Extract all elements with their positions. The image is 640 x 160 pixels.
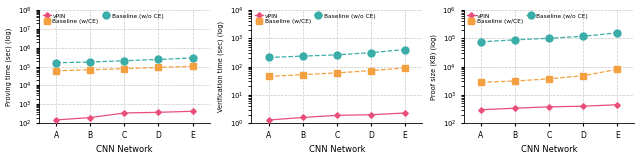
Legend: vPIN, Baseline (w/CE), Baseline (w/o CE): vPIN, Baseline (w/CE), Baseline (w/o CE)	[254, 13, 376, 25]
Baseline (w/CE)	[333, 72, 340, 74]
Y-axis label: Proof size (KB) (log): Proof size (KB) (log)	[430, 34, 437, 100]
vPIN	[545, 106, 553, 108]
vPIN	[477, 109, 484, 111]
Baseline (w/CE)	[477, 81, 484, 83]
vPIN	[401, 112, 409, 114]
Baseline (w/CE)	[401, 67, 409, 69]
Baseline (w/o CE)	[401, 49, 409, 51]
vPIN	[299, 116, 307, 118]
Baseline (w/CE)	[265, 76, 273, 77]
Line: Baseline (w/CE): Baseline (w/CE)	[54, 64, 195, 73]
vPIN	[333, 114, 340, 116]
Baseline (w/CE)	[155, 67, 163, 68]
X-axis label: CNN Network: CNN Network	[308, 145, 365, 154]
Baseline (w/CE)	[579, 75, 587, 77]
vPIN	[614, 104, 621, 106]
Baseline (w/o CE)	[86, 61, 94, 63]
Baseline (w/CE)	[86, 69, 94, 71]
Baseline (w/o CE)	[579, 35, 587, 37]
vPIN	[265, 119, 273, 121]
Baseline (w/o CE)	[155, 58, 163, 60]
Baseline (w/CE)	[511, 80, 519, 82]
Baseline (w/o CE)	[120, 60, 128, 62]
X-axis label: CNN Network: CNN Network	[521, 145, 577, 154]
Baseline (w/o CE)	[477, 41, 484, 43]
Legend: vPIN, Baseline (w/CE), Baseline (w/o CE): vPIN, Baseline (w/CE), Baseline (w/o CE)	[467, 13, 589, 25]
Line: vPIN: vPIN	[479, 103, 620, 112]
Line: Baseline (w/o CE): Baseline (w/o CE)	[52, 55, 196, 66]
vPIN	[189, 110, 196, 112]
Baseline (w/CE)	[52, 70, 60, 72]
Line: Baseline (w/CE): Baseline (w/CE)	[478, 67, 620, 85]
vPIN	[86, 117, 94, 119]
vPIN	[155, 111, 163, 113]
Baseline (w/CE)	[120, 68, 128, 70]
vPIN	[52, 119, 60, 121]
vPIN	[120, 112, 128, 114]
Line: Baseline (w/o CE): Baseline (w/o CE)	[265, 46, 408, 61]
Baseline (w/o CE)	[189, 57, 196, 59]
Line: vPIN: vPIN	[267, 111, 407, 122]
Baseline (w/o CE)	[52, 62, 60, 64]
Baseline (w/o CE)	[614, 32, 621, 34]
Y-axis label: Verification time (sec) (log): Verification time (sec) (log)	[218, 21, 225, 112]
Baseline (w/o CE)	[265, 56, 273, 58]
vPIN	[511, 107, 519, 109]
Baseline (w/o CE)	[367, 52, 374, 54]
Baseline (w/CE)	[614, 68, 621, 70]
Baseline (w/CE)	[367, 70, 374, 72]
Baseline (w/CE)	[545, 78, 553, 80]
Baseline (w/o CE)	[299, 55, 307, 57]
Baseline (w/o CE)	[545, 37, 553, 39]
Baseline (w/CE)	[299, 74, 307, 76]
Y-axis label: Proving time (sec) (log): Proving time (sec) (log)	[6, 27, 12, 106]
X-axis label: CNN Network: CNN Network	[96, 145, 152, 154]
vPIN	[367, 114, 374, 116]
Baseline (w/CE)	[189, 65, 196, 67]
Line: Baseline (w/o CE): Baseline (w/o CE)	[477, 29, 621, 45]
Baseline (w/o CE)	[511, 39, 519, 41]
Baseline (w/o CE)	[333, 54, 340, 56]
vPIN	[579, 105, 587, 107]
Legend: vPIN, Baseline (w/CE), Baseline (w/o CE): vPIN, Baseline (w/CE), Baseline (w/o CE)	[42, 13, 164, 25]
Line: vPIN: vPIN	[54, 109, 195, 122]
Line: Baseline (w/CE): Baseline (w/CE)	[266, 65, 408, 79]
